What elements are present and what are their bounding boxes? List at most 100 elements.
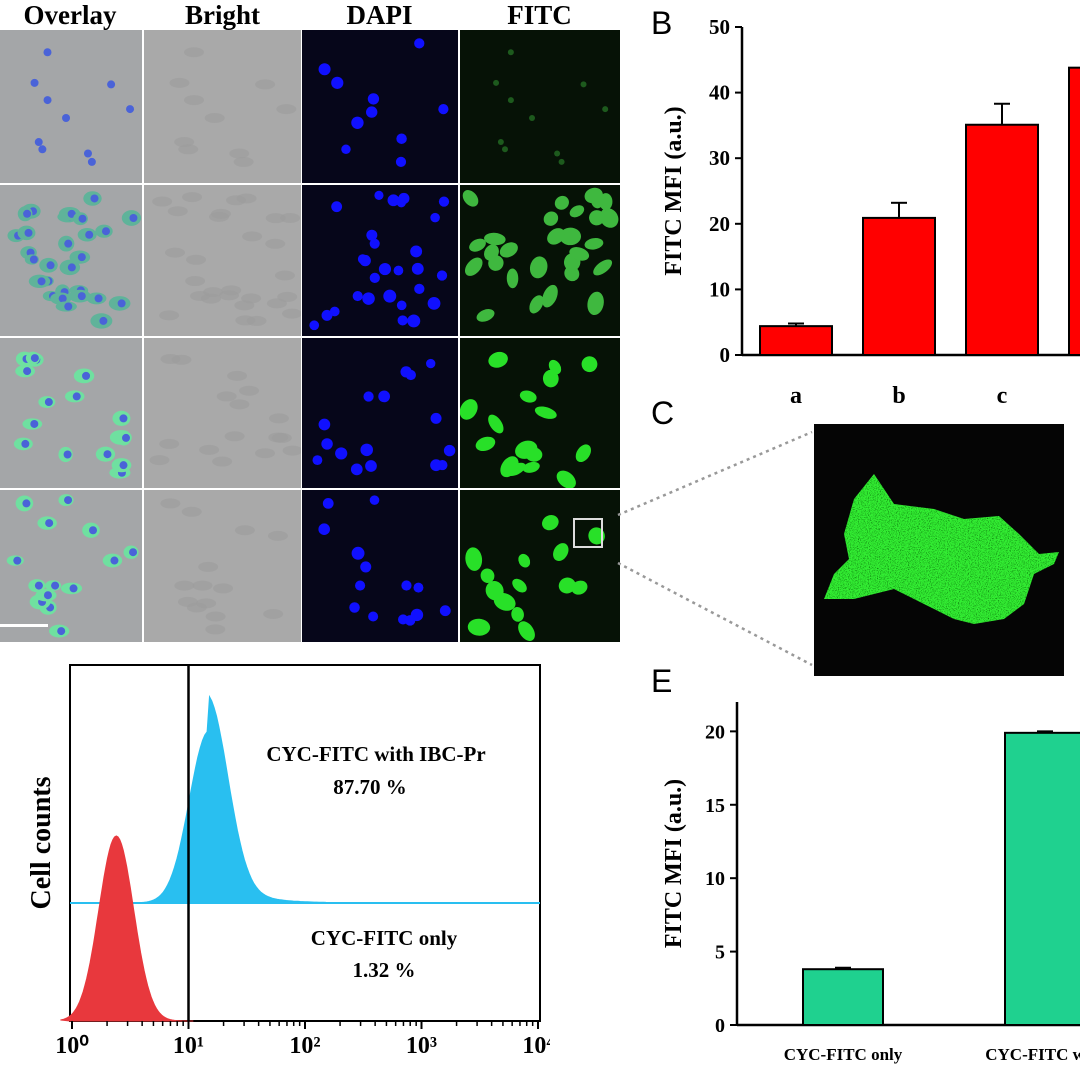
micrograph-graphic [7, 191, 142, 329]
nucleus [321, 438, 333, 450]
nucleus [395, 156, 407, 168]
nucleus-overlay [24, 228, 33, 237]
micrograph-graphic [149, 353, 301, 467]
nucleus [396, 198, 406, 208]
cell-signal [507, 49, 514, 56]
cell-signal [476, 309, 495, 322]
nucleus [438, 104, 449, 115]
cell-signal [518, 553, 531, 568]
cell-signal [575, 444, 591, 463]
micrograph-r4-overlay [0, 490, 142, 642]
nucleus-overlay [119, 461, 128, 470]
x-tick-label: c [997, 383, 1008, 409]
nucleus-overlay [34, 581, 43, 590]
nucleus [360, 561, 372, 573]
nucleus [351, 116, 364, 129]
bar-d [1068, 66, 1080, 357]
micrograph-r1-dapi [302, 30, 458, 183]
micrograph-r4-fitc [460, 490, 620, 642]
nucleus-overlay [63, 450, 72, 459]
nucleus [393, 265, 404, 276]
cell-shadow [219, 290, 240, 301]
cell-signal [529, 295, 544, 314]
micrograph-graphic [460, 351, 598, 488]
micrograph-graphic [462, 187, 619, 322]
cell-shadow [178, 144, 199, 155]
cell-signal [558, 577, 576, 594]
cell-shadow [239, 385, 260, 396]
nucleus-overlay [23, 367, 32, 376]
cell-shadow [233, 156, 254, 167]
cell-signal [488, 255, 504, 271]
cell-signal [488, 351, 508, 368]
panel-label-e: E [651, 663, 673, 699]
cell-signal [569, 205, 585, 218]
nucleus [352, 290, 363, 302]
cell-shadow [160, 353, 181, 364]
nucleus-overlay [101, 227, 110, 236]
col-header-fitc: FITC [507, 0, 572, 30]
cell-shadow [282, 445, 301, 456]
cell-signal [460, 399, 478, 420]
nucleus [407, 314, 421, 328]
nucleus [438, 196, 450, 207]
cell-shadow [236, 193, 257, 204]
cell-signal [465, 547, 483, 571]
nucleus-overlay [85, 230, 94, 239]
nucleus-overlay [58, 294, 67, 303]
cell-signal [581, 356, 598, 373]
nucleus [331, 76, 344, 89]
cell-signal [547, 228, 565, 245]
micrograph-r1-bright [144, 30, 301, 183]
bar-b [862, 216, 936, 356]
nucleus-overlay [77, 253, 86, 262]
cell-shadow [224, 431, 245, 442]
nucleus [359, 254, 371, 267]
micrograph-graphic [13, 351, 132, 479]
cell-signal [553, 543, 569, 562]
nucleus [369, 495, 380, 505]
nucleus [426, 358, 436, 369]
micrograph-r1-overlay [0, 30, 142, 183]
nucleus-overlay [126, 105, 135, 114]
y-tick-label: 10 [709, 277, 730, 301]
y-tick-label: 40 [709, 81, 730, 105]
y-tick-label: 20 [705, 721, 725, 743]
nucleus-overlay [62, 113, 71, 122]
cell-signal [580, 81, 587, 88]
bar-a [759, 325, 833, 356]
cell-signal [584, 238, 604, 250]
nucleus-overlay [90, 194, 99, 203]
cell-signal [529, 114, 536, 121]
micrograph-r3-overlay [0, 338, 142, 488]
cell-signal [522, 461, 540, 473]
scale-bar [0, 624, 48, 627]
micrograph-graphic [169, 47, 297, 167]
nucleus [369, 238, 380, 249]
nucleus [312, 455, 323, 466]
nucleus-overlay [129, 548, 138, 557]
cell-signal [464, 257, 483, 276]
micrograph-r3-bright [144, 338, 301, 488]
nucleus [362, 292, 375, 305]
nucleus [318, 418, 331, 431]
nucleus [413, 582, 424, 593]
nucleus [341, 144, 351, 155]
nucleus [349, 602, 360, 613]
cell-shadow [181, 506, 202, 517]
cell-shadow [274, 270, 295, 281]
nucleus [365, 460, 377, 472]
bar-c [965, 123, 1039, 356]
cell-signal [534, 406, 557, 419]
chart-e: 0 5 10 15 20 FITC MFI (a.u.) CYC-FITC only CYC-… [661, 702, 1080, 1064]
y-tick-label: 15 [705, 795, 725, 817]
cell-shadow [196, 598, 217, 609]
cell-shadow [234, 525, 255, 536]
cell-signal [488, 414, 504, 434]
cell-shadow [200, 293, 221, 304]
nucleus-overlay [64, 496, 73, 505]
cell-shadow [212, 456, 233, 467]
nucleus-overlay [57, 627, 66, 636]
cell-shadow [186, 254, 207, 265]
nucleus-overlay [110, 556, 119, 565]
